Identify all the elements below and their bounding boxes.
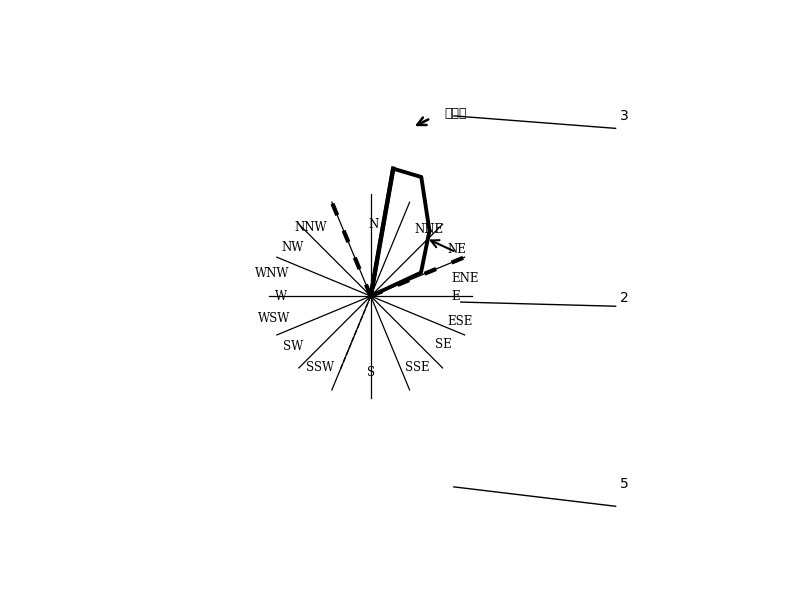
Text: SSW: SSW	[306, 361, 334, 374]
Text: ESE: ESE	[447, 315, 472, 328]
Text: WNW: WNW	[255, 268, 290, 280]
Text: NE: NE	[447, 244, 466, 256]
Text: S: S	[366, 366, 374, 379]
Text: 5: 5	[620, 477, 629, 491]
Text: E: E	[451, 290, 460, 302]
Text: ENE: ENE	[451, 272, 479, 285]
Text: N: N	[368, 218, 378, 231]
Text: 3: 3	[620, 109, 629, 123]
Text: SSE: SSE	[406, 361, 430, 374]
Text: SW: SW	[283, 340, 304, 353]
Text: NNW: NNW	[294, 221, 327, 234]
Text: WSW: WSW	[258, 312, 290, 325]
Text: W: W	[274, 290, 286, 302]
Text: 主风向: 主风向	[445, 107, 467, 120]
Text: NW: NW	[282, 241, 304, 254]
Text: NNE: NNE	[414, 223, 444, 236]
Text: 2: 2	[620, 292, 629, 305]
Text: SE: SE	[435, 338, 452, 351]
